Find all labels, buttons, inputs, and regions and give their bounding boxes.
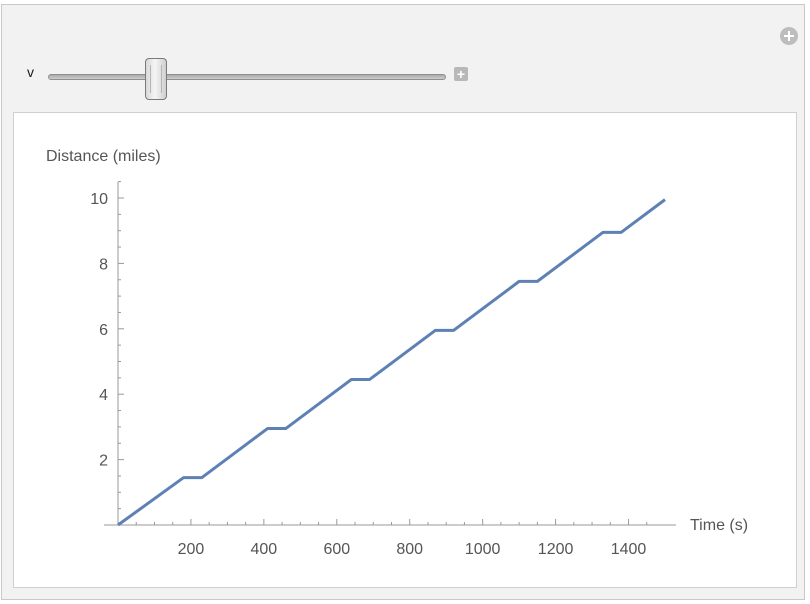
expand-controls-plus-icon[interactable]: + (454, 67, 468, 81)
x-tick-label: 1200 (538, 541, 574, 558)
slider-track[interactable] (48, 74, 446, 80)
y-tick-label: 10 (90, 191, 108, 208)
slider-thumb[interactable] (145, 58, 167, 100)
x-tick-label: 1400 (611, 541, 647, 558)
x-tick-label: 600 (323, 541, 350, 558)
series-layer (117, 198, 666, 527)
x-axis-title: Time (s) (690, 517, 748, 534)
slider-variable-label: v (27, 64, 34, 80)
y-tick-label: 4 (99, 387, 108, 404)
x-ticks: 200 400 600 800 1000 1200 1400 (135, 519, 648, 558)
y-tick-label: 2 (99, 453, 108, 470)
y-ticks: 2 4 6 8 10 (90, 181, 124, 510)
x-tick-label: 200 (178, 541, 205, 558)
series-line (117, 198, 666, 527)
plot-panel (13, 112, 797, 588)
y-axis-title: Distance (miles) (46, 148, 161, 165)
y-tick-label: 6 (99, 322, 108, 339)
y-tick-label: 8 (99, 256, 108, 273)
x-tick-label: 1000 (465, 541, 501, 558)
x-tick-label: 400 (251, 541, 278, 558)
add-plus-circle-icon[interactable] (778, 25, 800, 47)
x-tick-label: 800 (396, 541, 423, 558)
